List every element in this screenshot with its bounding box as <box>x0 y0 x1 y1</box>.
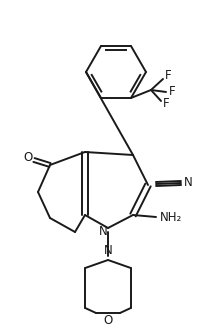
Text: N: N <box>184 176 192 189</box>
Text: O: O <box>103 314 113 327</box>
Text: F: F <box>169 85 175 98</box>
Text: N: N <box>104 244 112 257</box>
Text: O: O <box>23 150 33 163</box>
Text: N: N <box>99 224 107 238</box>
Text: F: F <box>163 97 169 111</box>
Text: F: F <box>165 69 171 82</box>
Text: NH₂: NH₂ <box>160 210 182 223</box>
